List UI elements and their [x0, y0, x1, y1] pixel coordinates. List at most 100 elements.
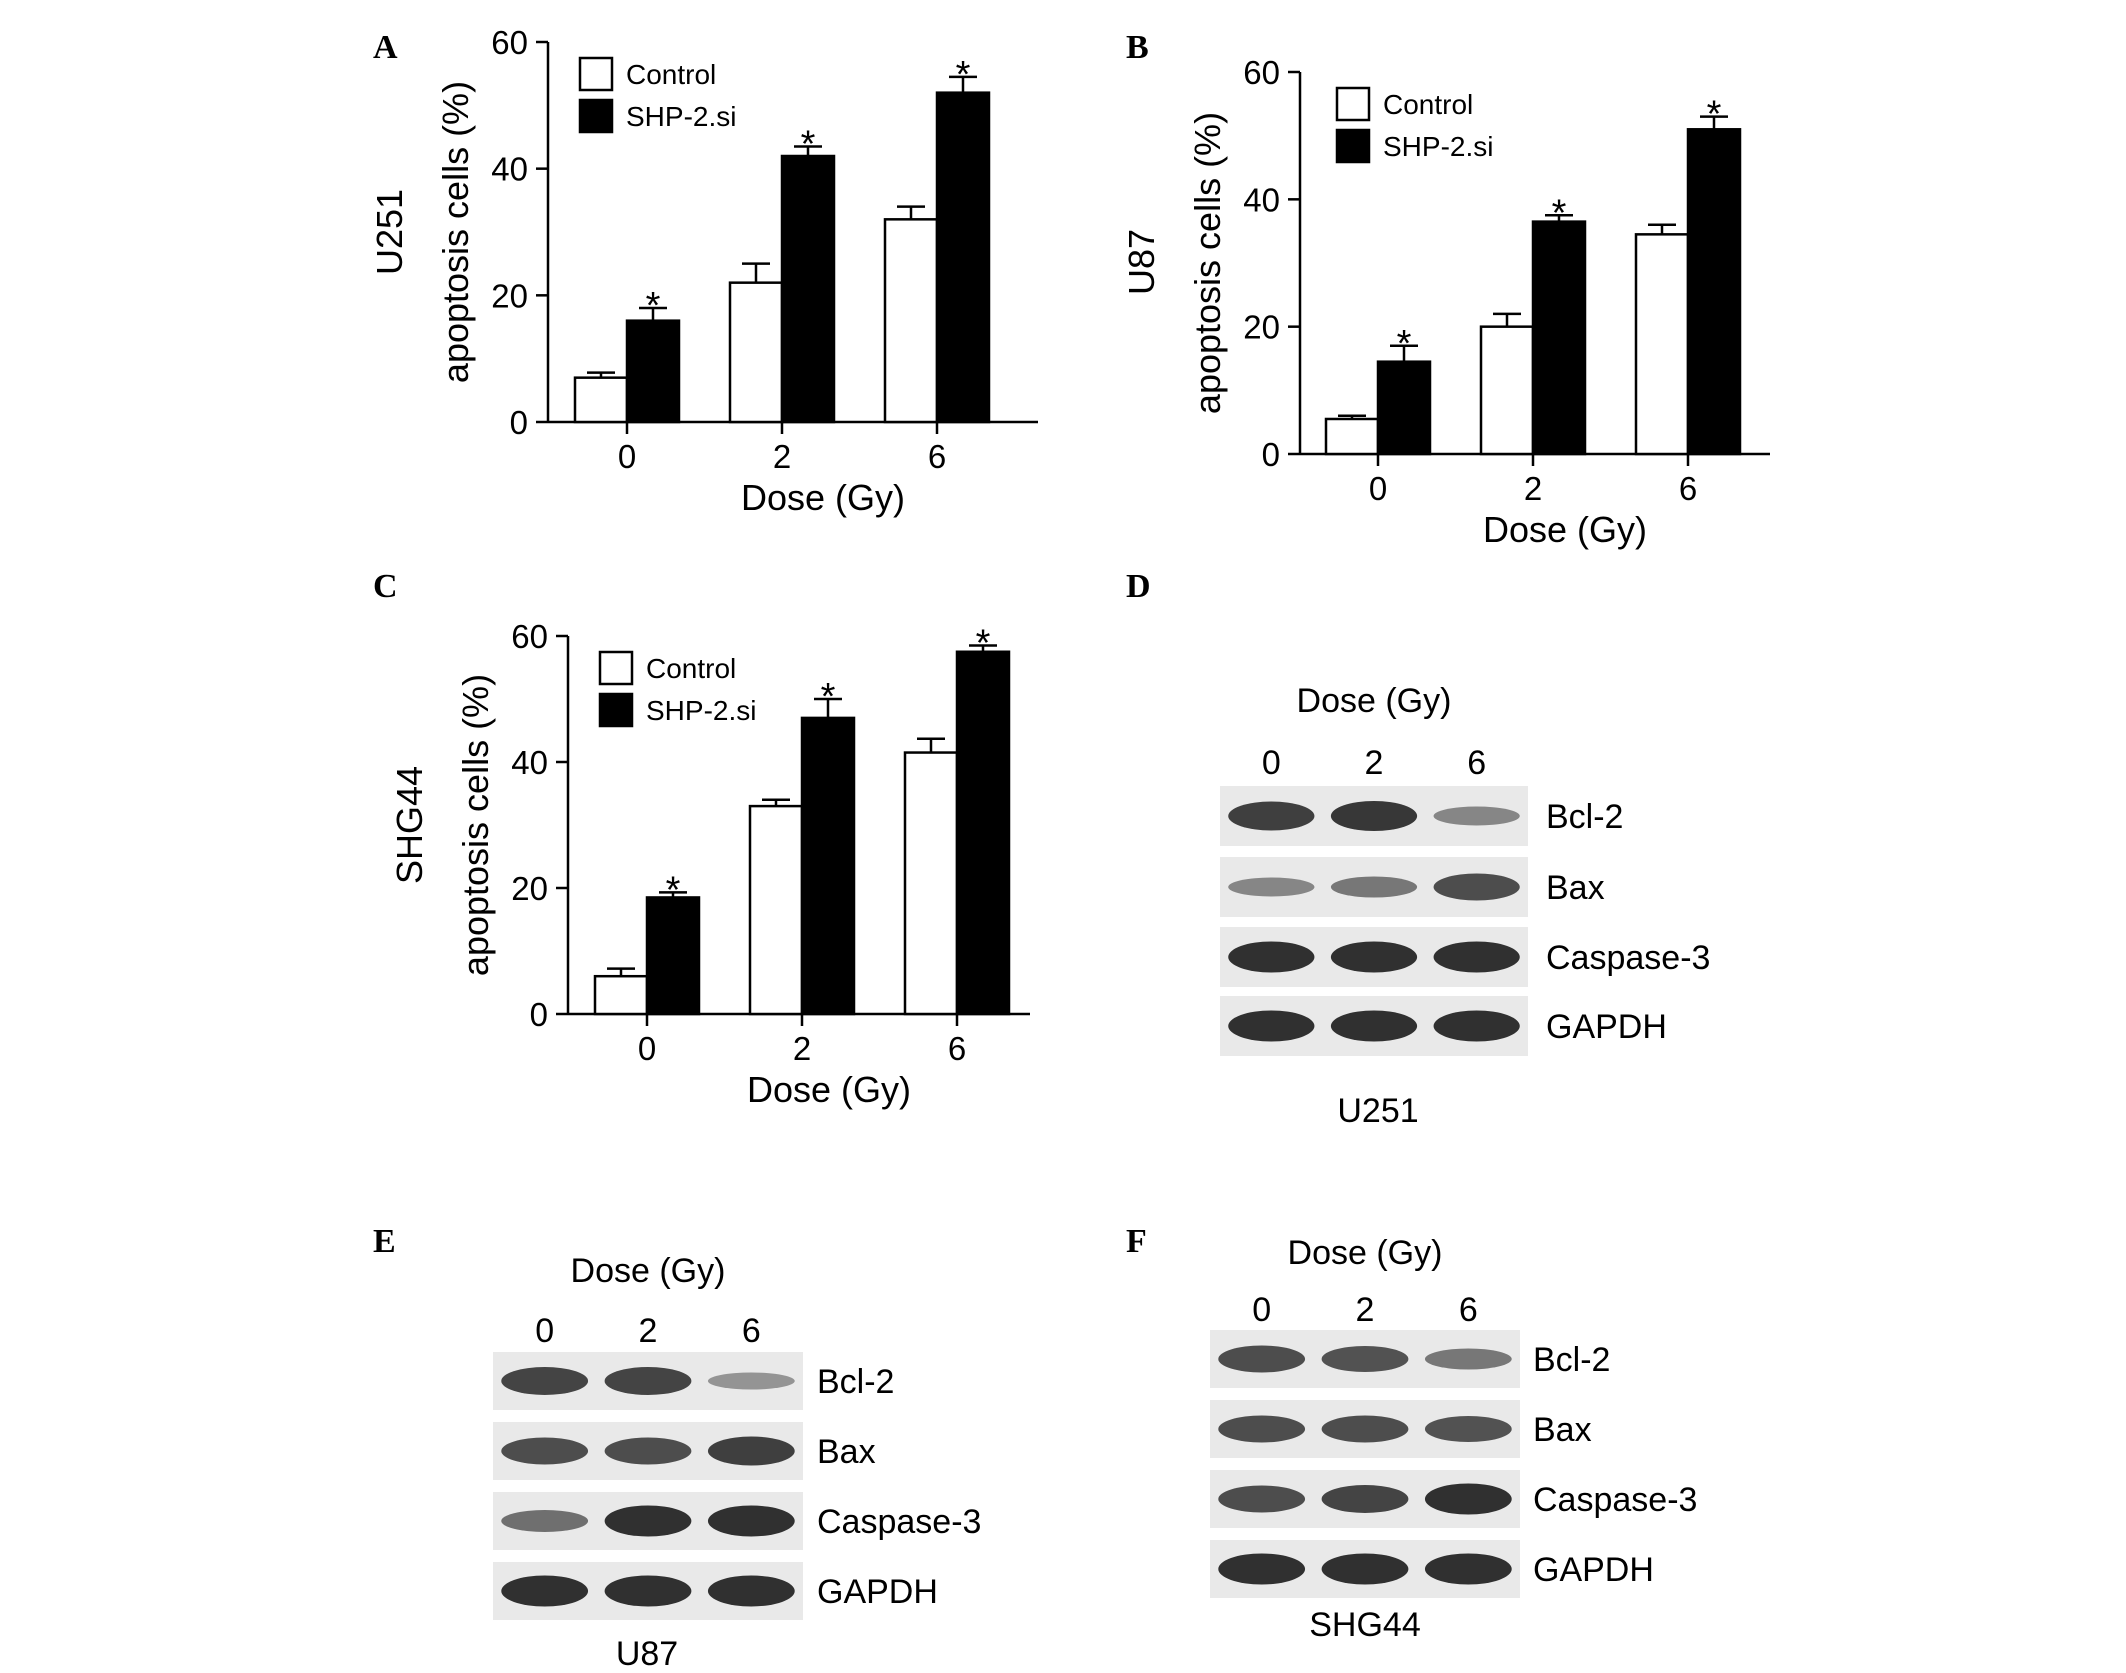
legend-label-shp2si: SHP-2.si	[626, 101, 736, 132]
y-tick-label: 20	[511, 870, 548, 907]
cell-line-label: U251	[1337, 1092, 1418, 1130]
protein-band	[1433, 873, 1520, 901]
panel-letter-a: A	[373, 29, 398, 66]
significance-star: *	[646, 285, 661, 327]
dose-lane-label: 6	[742, 1312, 761, 1350]
protein-band	[1218, 1415, 1306, 1443]
protein-band	[1228, 941, 1315, 973]
panel-letter-c: C	[373, 568, 398, 605]
significance-star: *	[976, 622, 991, 664]
y-axis-label: apoptosis cells (%)	[1187, 112, 1228, 414]
x-axis-label: Dose (Gy)	[747, 1069, 911, 1110]
protein-band	[1424, 1483, 1512, 1515]
legend-label-shp2si: SHP-2.si	[646, 695, 756, 726]
legend-swatch-control	[1335, 86, 1371, 122]
protein-label: Bcl-2	[817, 1363, 894, 1401]
bar-shp2si-6	[955, 650, 1011, 1016]
x-tick-label: 6	[948, 1030, 966, 1067]
dose-title: Dose (Gy)	[1297, 682, 1452, 720]
dose-lane-label: 2	[639, 1312, 658, 1350]
protein-band	[1330, 876, 1418, 898]
protein-label: Bax	[1546, 869, 1605, 907]
legend-swatch-control	[578, 56, 614, 92]
bar-shp2si-2	[1531, 220, 1587, 456]
legend-label-control: Control	[1383, 89, 1473, 120]
protein-band	[501, 1367, 589, 1395]
protein-band	[501, 1510, 589, 1532]
y-tick-label: 40	[1243, 181, 1280, 218]
x-tick-label: 0	[638, 1030, 656, 1067]
dose-lane-label: 0	[1262, 744, 1281, 782]
protein-band	[501, 1575, 589, 1607]
protein-band	[1433, 806, 1520, 826]
significance-star: *	[666, 869, 681, 911]
y-axis-label: apoptosis cells (%)	[455, 674, 496, 976]
protein-band	[1321, 1346, 1409, 1372]
western-blot-u251: Dose (Gy) 0 2 6 Bcl-2 Bax Caspase-3 GAPDH U251	[1220, 682, 1710, 1130]
panel-letter-f: F	[1126, 1223, 1147, 1260]
bar-control-6	[903, 751, 959, 1016]
protein-band	[1321, 1553, 1409, 1585]
protein-band	[707, 1575, 795, 1607]
y-tick-label: 0	[1262, 436, 1280, 473]
protein-band	[1433, 1010, 1520, 1042]
bar-control-2	[728, 281, 784, 424]
cell-line-label: SHG44	[1309, 1606, 1421, 1644]
protein-band	[1330, 1010, 1418, 1042]
legend-label-shp2si: SHP-2.si	[1383, 131, 1493, 162]
legend-swatch-shp2si	[598, 692, 634, 728]
protein-label: GAPDH	[1533, 1551, 1654, 1589]
protein-band	[1330, 941, 1418, 973]
bar-shp2si-2	[800, 716, 856, 1016]
x-axis-label: Dose (Gy)	[1483, 509, 1647, 550]
protein-band	[707, 1436, 795, 1466]
protein-band	[1433, 941, 1520, 973]
bar-shp2si-6	[935, 91, 991, 424]
protein-label: Caspase-3	[817, 1503, 981, 1541]
bar-chart-shg44: 0 20 40 60 0 2 6 * * * Dose (Gy) apoptosis cells (%…	[389, 618, 1030, 1110]
dose-lane-label: 2	[1356, 1291, 1375, 1329]
significance-star: *	[1707, 94, 1722, 136]
western-blot-shg44: Dose (Gy) 0 2 6 Bcl-2 Bax Caspase-3 GAPDH SHG44	[1210, 1234, 1697, 1644]
protein-band	[1321, 1485, 1409, 1513]
x-tick-label: 2	[1524, 470, 1542, 507]
y-tick-label: 0	[530, 996, 548, 1033]
y-tick-label: 0	[510, 404, 528, 441]
protein-band	[604, 1575, 692, 1607]
y-tick-label: 60	[1243, 54, 1280, 91]
significance-star: *	[801, 124, 816, 166]
cell-line-label: SHG44	[389, 766, 430, 884]
bar-chart-u251: 0 20 40 60 0 2 6 * * * Dose (Gy) apoptosis cells (%…	[369, 24, 1038, 518]
bar-shp2si-2	[780, 154, 836, 424]
protein-band	[604, 1505, 692, 1537]
protein-label: Bax	[817, 1433, 876, 1471]
legend-swatch-control	[598, 650, 634, 686]
bar-shp2si-0	[625, 319, 681, 424]
protein-band	[1424, 1416, 1512, 1442]
x-tick-label: 0	[618, 438, 636, 475]
x-tick-label: 2	[793, 1030, 811, 1067]
protein-label: Bcl-2	[1546, 798, 1623, 836]
dose-lane-label: 2	[1365, 744, 1384, 782]
cell-line-label: U87	[1121, 229, 1162, 295]
dose-lane-label: 6	[1467, 744, 1486, 782]
bar-control-2	[1479, 325, 1535, 456]
dose-title: Dose (Gy)	[571, 1252, 726, 1290]
y-axis-label: apoptosis cells (%)	[435, 81, 476, 383]
protein-band	[1424, 1348, 1512, 1370]
dose-lane-label: 0	[1252, 1291, 1271, 1329]
protein-band	[1228, 1010, 1315, 1042]
protein-label: GAPDH	[1546, 1008, 1667, 1046]
y-tick-label: 20	[491, 277, 528, 314]
y-tick-label: 20	[1243, 309, 1280, 346]
legend-swatch-shp2si	[578, 98, 614, 134]
y-tick-label: 60	[491, 24, 528, 61]
x-tick-label: 6	[928, 438, 946, 475]
y-tick-label: 40	[511, 744, 548, 781]
bar-control-6	[883, 218, 939, 424]
panel-letter-d: D	[1126, 568, 1151, 605]
protein-band	[1218, 1553, 1306, 1585]
bar-control-0	[573, 376, 629, 424]
protein-band	[1218, 1345, 1306, 1373]
